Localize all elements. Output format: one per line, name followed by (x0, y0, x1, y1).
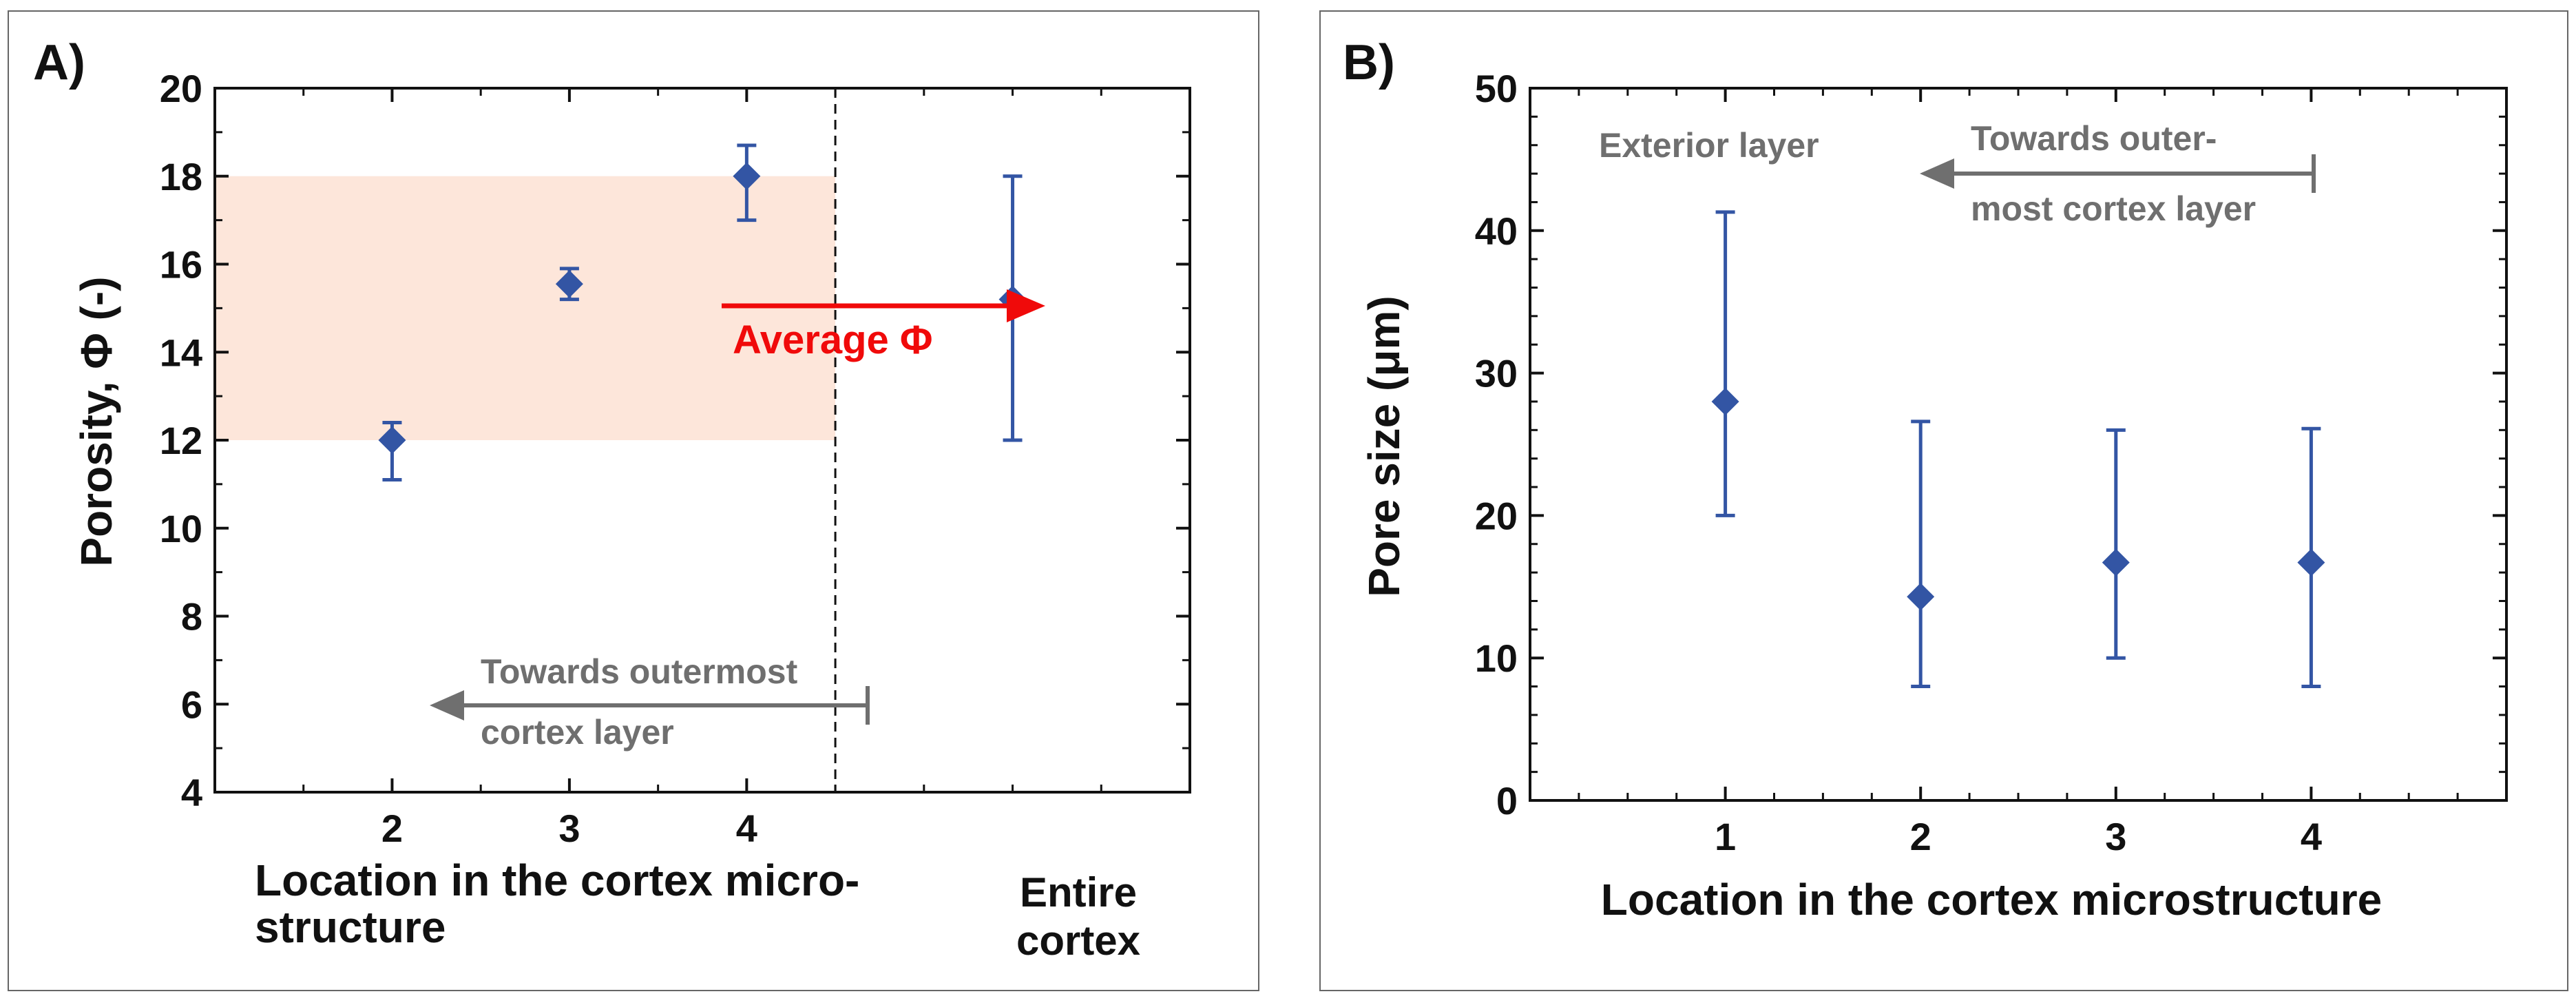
towards-arrow-b-head (1920, 158, 1954, 189)
y-tick-label: 20 (1475, 494, 1518, 537)
point-a-4 (733, 143, 761, 222)
panel-a-y-label: Porosity, Φ (-) (72, 276, 121, 566)
y-tick-label: 8 (181, 595, 202, 639)
y-tick-label: 30 (1475, 352, 1518, 395)
towards-label-a-line1: Towards outermost (481, 652, 798, 691)
x-tick-label: 4 (736, 807, 757, 850)
panel-a-label: A) (33, 35, 85, 90)
y-tick-label: 6 (181, 683, 202, 726)
y-tick-label: 10 (1475, 636, 1518, 680)
panel-a-plot-area (213, 87, 1191, 794)
towards-arrow-a-head (430, 690, 464, 721)
average-arrow-head (1007, 289, 1045, 322)
panel-a-y-ticks: 4 6 8 10 12 14 16 18 20 (160, 67, 1190, 814)
average-label: Average Φ (733, 318, 932, 362)
panel-a-frame (8, 10, 1259, 991)
towards-label-b-line2: most cortex layer (1971, 189, 2256, 228)
point-b-3 (2102, 428, 2130, 660)
entire-cortex-label-line1: Entire (1020, 869, 1137, 915)
y-tick-label: 50 (1475, 67, 1518, 110)
point-b-4 (2297, 426, 2325, 689)
y-tick-label: 40 (1475, 209, 1518, 253)
entire-cortex-label-line2: cortex (1016, 918, 1140, 964)
x-tick-label: 4 (2301, 815, 2322, 858)
point-a-2 (378, 420, 406, 481)
panel-a-x-ticks: 2 3 4 (302, 88, 1102, 850)
panel-b-y-label: Pore size (μm) (1359, 296, 1409, 597)
x-tick-label: 2 (381, 807, 403, 850)
point-b-4-marker (2297, 548, 2325, 577)
panel-a-x-label-line2: structure (255, 902, 446, 952)
panel-a-x-label-line1: Location in the cortex micro- (255, 856, 859, 905)
x-tick-label: 2 (1910, 815, 1931, 858)
panel-b-plot-area (1529, 87, 2508, 802)
panel-a: A) 4 6 8 10 12 14 16 18 20 2 3 4 Average Φ Towards… (33, 35, 1191, 964)
x-tick-label: 1 (1715, 815, 1736, 858)
y-tick-label: 10 (160, 507, 202, 550)
y-tick-label: 12 (160, 419, 202, 462)
y-tick-label: 20 (160, 67, 202, 110)
x-tick-label: 3 (2105, 815, 2126, 858)
point-b-1-marker (1711, 387, 1739, 415)
panel-b: B) 0 10 20 30 40 50 1 2 3 4 Exterior layer Towar… (1343, 35, 2508, 924)
point-a-4-marker (733, 162, 761, 190)
panel-b-data-points (1711, 210, 2325, 689)
y-tick-label: 0 (1496, 779, 1518, 822)
point-b-3-marker (2102, 548, 2130, 577)
point-a-3 (555, 267, 583, 302)
panel-b-label: B) (1343, 35, 1395, 90)
y-tick-label: 18 (160, 155, 202, 198)
exterior-layer-label: Exterior layer (1599, 126, 1819, 165)
y-tick-label: 14 (160, 331, 202, 374)
point-b-1 (1711, 210, 1739, 517)
point-a-3-marker (555, 270, 583, 298)
point-b-2-marker (1907, 583, 1935, 611)
y-tick-label: 16 (160, 243, 202, 287)
towards-label-b-line1: Towards outer- (1971, 119, 2217, 158)
towards-label-a-line2: cortex layer (481, 713, 674, 752)
y-tick-label: 4 (181, 771, 202, 814)
panel-b-y-ticks: 0 10 20 30 40 50 (1475, 67, 2506, 822)
point-a-2-marker (378, 426, 406, 454)
point-b-2 (1907, 419, 1935, 689)
x-tick-label: 3 (558, 807, 580, 850)
panel-b-x-label: Location in the cortex microstructure (1601, 875, 2382, 924)
